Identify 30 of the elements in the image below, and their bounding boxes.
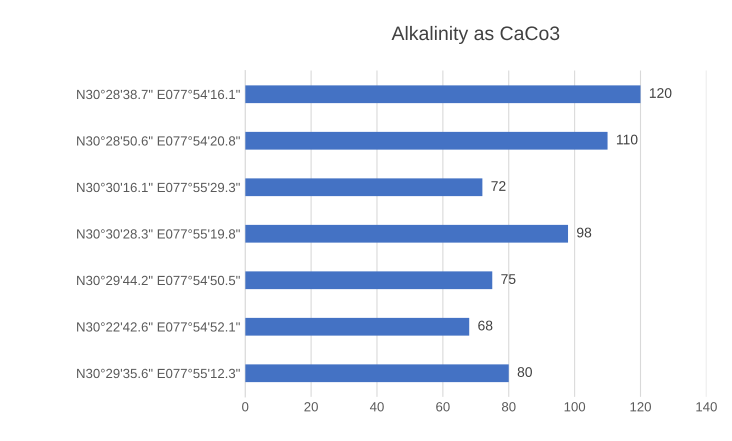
y-tick-label: N30°28'38.7" E077°54'16.1" <box>77 90 240 100</box>
bar <box>245 85 640 104</box>
bar <box>245 132 608 150</box>
bar <box>245 178 482 196</box>
x-tick-label: 120 <box>630 402 651 412</box>
data-label: 110 <box>616 134 638 144</box>
bar <box>245 224 568 243</box>
data-label: 120 <box>650 88 672 98</box>
bar <box>245 271 492 290</box>
data-label: 75 <box>501 274 516 284</box>
y-tick-label: N30°29'44.2" E077°54'50.5" <box>77 276 240 286</box>
x-tick-label: 140 <box>696 402 717 412</box>
data-label: 80 <box>518 367 532 377</box>
y-tick-label: N30°22'42.6" E077°54'52.1" <box>77 322 240 332</box>
chart-title: Alkalinity as CaCo3 <box>392 26 560 44</box>
data-label: 72 <box>491 181 506 191</box>
x-tick-label: 80 <box>502 402 516 412</box>
y-tick-label: N30°28'50.6" E077°54'20.8" <box>77 136 240 146</box>
x-tick-label: 0 <box>242 402 248 412</box>
data-label: 68 <box>478 320 492 330</box>
y-tick-label: N30°29'35.6" E077°55'12.3" <box>77 368 240 378</box>
bar <box>245 364 509 382</box>
data-label: 98 <box>577 228 592 238</box>
x-tick-label: 100 <box>564 402 586 412</box>
y-tick-label: N30°30'28.3" E077°55'19.8" <box>77 229 240 239</box>
x-tick-label: 60 <box>436 402 450 412</box>
bar <box>245 318 470 336</box>
y-tick-label: N30°30'16.1" E077°55'29.3" <box>77 182 240 192</box>
x-tick-label: 20 <box>304 402 318 412</box>
x-tick-label: 40 <box>370 402 384 412</box>
